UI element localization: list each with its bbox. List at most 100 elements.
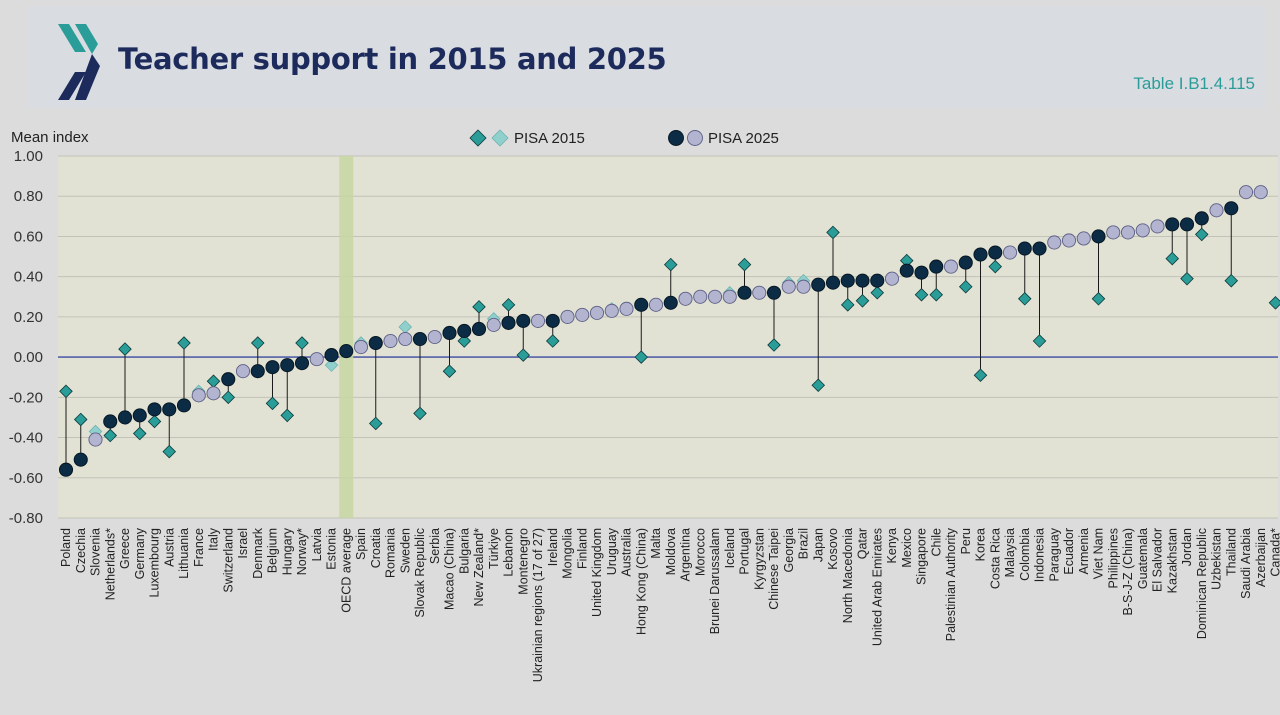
pisa-2025-marker <box>648 297 664 312</box>
pisa-2025-marker <box>958 255 973 270</box>
pisa-2025-marker <box>884 271 900 286</box>
category-label: Singapore <box>915 528 929 585</box>
pisa-2025-marker <box>1106 225 1121 240</box>
pisa-2015-marker <box>1091 292 1106 306</box>
pisa-2025-marker <box>530 313 546 328</box>
y-tick-label: -0.40 <box>9 430 43 447</box>
x-axis-labels: Poland Czechia Slovenia Netherlands* Greece G… <box>59 527 1280 682</box>
category-label: Guatemala <box>1136 528 1150 589</box>
plot-background <box>58 156 1278 518</box>
pisa-2015-marker <box>162 444 177 459</box>
pisa-2015-marker <box>147 414 162 429</box>
pisa-2025-marker <box>427 329 442 345</box>
pisa-2025-marker <box>501 315 516 330</box>
pisa-2025-marker <box>1238 185 1254 200</box>
category-label: France <box>192 528 206 567</box>
pisa-2025-marker <box>988 245 1003 260</box>
pisa-2015-marker <box>368 416 383 431</box>
pisa-2025-marker <box>811 277 826 292</box>
y-tick-label: 0.60 <box>14 228 43 245</box>
pisa-2025-marker <box>1253 185 1268 200</box>
category-label: Kosovo <box>826 528 840 570</box>
y-axis-title: Mean index <box>11 129 89 146</box>
pisa-2015-marker <box>634 350 649 364</box>
category-label: Croatia <box>369 528 383 568</box>
category-label: Serbia <box>428 528 442 564</box>
category-label: Malaysia <box>1003 528 1017 577</box>
pisa-2015-marker <box>1194 227 1209 242</box>
pisa-2015-marker <box>265 396 280 411</box>
pisa-2025-marker <box>250 364 265 379</box>
pisa-2015-marker <box>870 285 885 300</box>
pisa-2025-marker <box>678 291 693 306</box>
pisa-2025-marker <box>722 289 737 304</box>
category-label: Morocco <box>693 528 707 576</box>
pisa-2025-marker <box>162 402 177 417</box>
pisa-2025-marker <box>899 263 914 278</box>
pisa-2015-marker <box>442 364 457 378</box>
pisa-2025-marker <box>280 358 295 373</box>
category-label: Montenegro <box>516 528 530 595</box>
category-label: Kazakhstan <box>1165 528 1179 593</box>
category-label: B-S-J-Z (China) <box>1121 528 1135 616</box>
category-label: Austria <box>162 528 176 567</box>
category-label: Georgia <box>782 528 796 573</box>
oecd-logo-icon <box>58 24 100 100</box>
category-label: Slovak Republic <box>413 528 427 618</box>
pisa-2025-marker <box>412 331 428 347</box>
pisa-2015-marker <box>118 342 132 356</box>
category-label: Viet Nam <box>1092 528 1106 579</box>
pisa-2025-marker <box>88 432 103 447</box>
category-label: Peru <box>959 528 973 554</box>
pisa-2025-marker <box>117 410 133 425</box>
pisa-2025-marker <box>914 265 929 280</box>
category-label: El Salvador <box>1151 528 1165 592</box>
pisa-2025-marker <box>1194 211 1209 226</box>
pisa-2015-marker <box>767 338 781 352</box>
pisa-2015-marker <box>221 390 236 405</box>
category-label: Hungary <box>280 527 294 575</box>
category-label: Ireland <box>546 528 560 566</box>
category-label: Romania <box>384 528 398 578</box>
pisa-2015-marker <box>250 336 265 350</box>
category-label: Belgium <box>266 528 280 573</box>
category-label: Malta <box>649 528 663 559</box>
category-label: Chinese Taipei <box>767 528 781 610</box>
oecd-average-highlight <box>339 156 354 518</box>
pisa-2025-marker <box>265 360 280 375</box>
pisa-2025-marker <box>73 452 88 467</box>
pisa-2025-marker <box>103 414 118 429</box>
pisa-2015-marker <box>295 336 309 350</box>
category-label: Germany <box>133 527 147 579</box>
pisa-2015-marker <box>855 294 870 308</box>
pisa-2025-marker <box>1179 217 1195 232</box>
pisa-2025-marker <box>737 285 752 300</box>
category-label: United Kingdom <box>590 528 604 617</box>
y-tick-label: 1.00 <box>14 148 43 165</box>
category-label: Jordan <box>1180 528 1194 566</box>
pisa-2015-marker <box>973 368 988 382</box>
pisa-2025-marker <box>693 289 708 304</box>
category-label: Armenia <box>1077 528 1091 575</box>
category-label: Kenya <box>885 528 899 563</box>
pisa-2025-marker <box>707 289 723 304</box>
page-title: Teacher support in 2015 and 2025 <box>118 42 667 76</box>
pisa-2025-marker <box>619 301 634 316</box>
pisa-2015-marker <box>737 257 752 272</box>
category-label: OECD average <box>339 528 353 613</box>
pisa-2025-marker <box>147 402 162 417</box>
category-label: Qatar <box>856 528 870 559</box>
category-label: Hong Kong (China) <box>634 528 648 635</box>
pisa-2025-marker <box>176 398 192 413</box>
pisa-2015-marker <box>457 334 472 348</box>
pisa-2025-marker <box>58 462 74 477</box>
category-label: Uruguay <box>605 527 619 575</box>
pisa-2025-marker <box>353 340 369 355</box>
pisa-2025-marker <box>368 335 383 351</box>
pisa-2025-marker <box>1002 245 1018 260</box>
pisa-2025-marker <box>604 303 619 318</box>
pisa-2025-marker <box>575 307 590 322</box>
pisa-2025-marker <box>840 273 855 288</box>
category-label: Luxembourg <box>148 528 162 598</box>
table-reference: Table I.B1.4.115 <box>1133 74 1255 93</box>
